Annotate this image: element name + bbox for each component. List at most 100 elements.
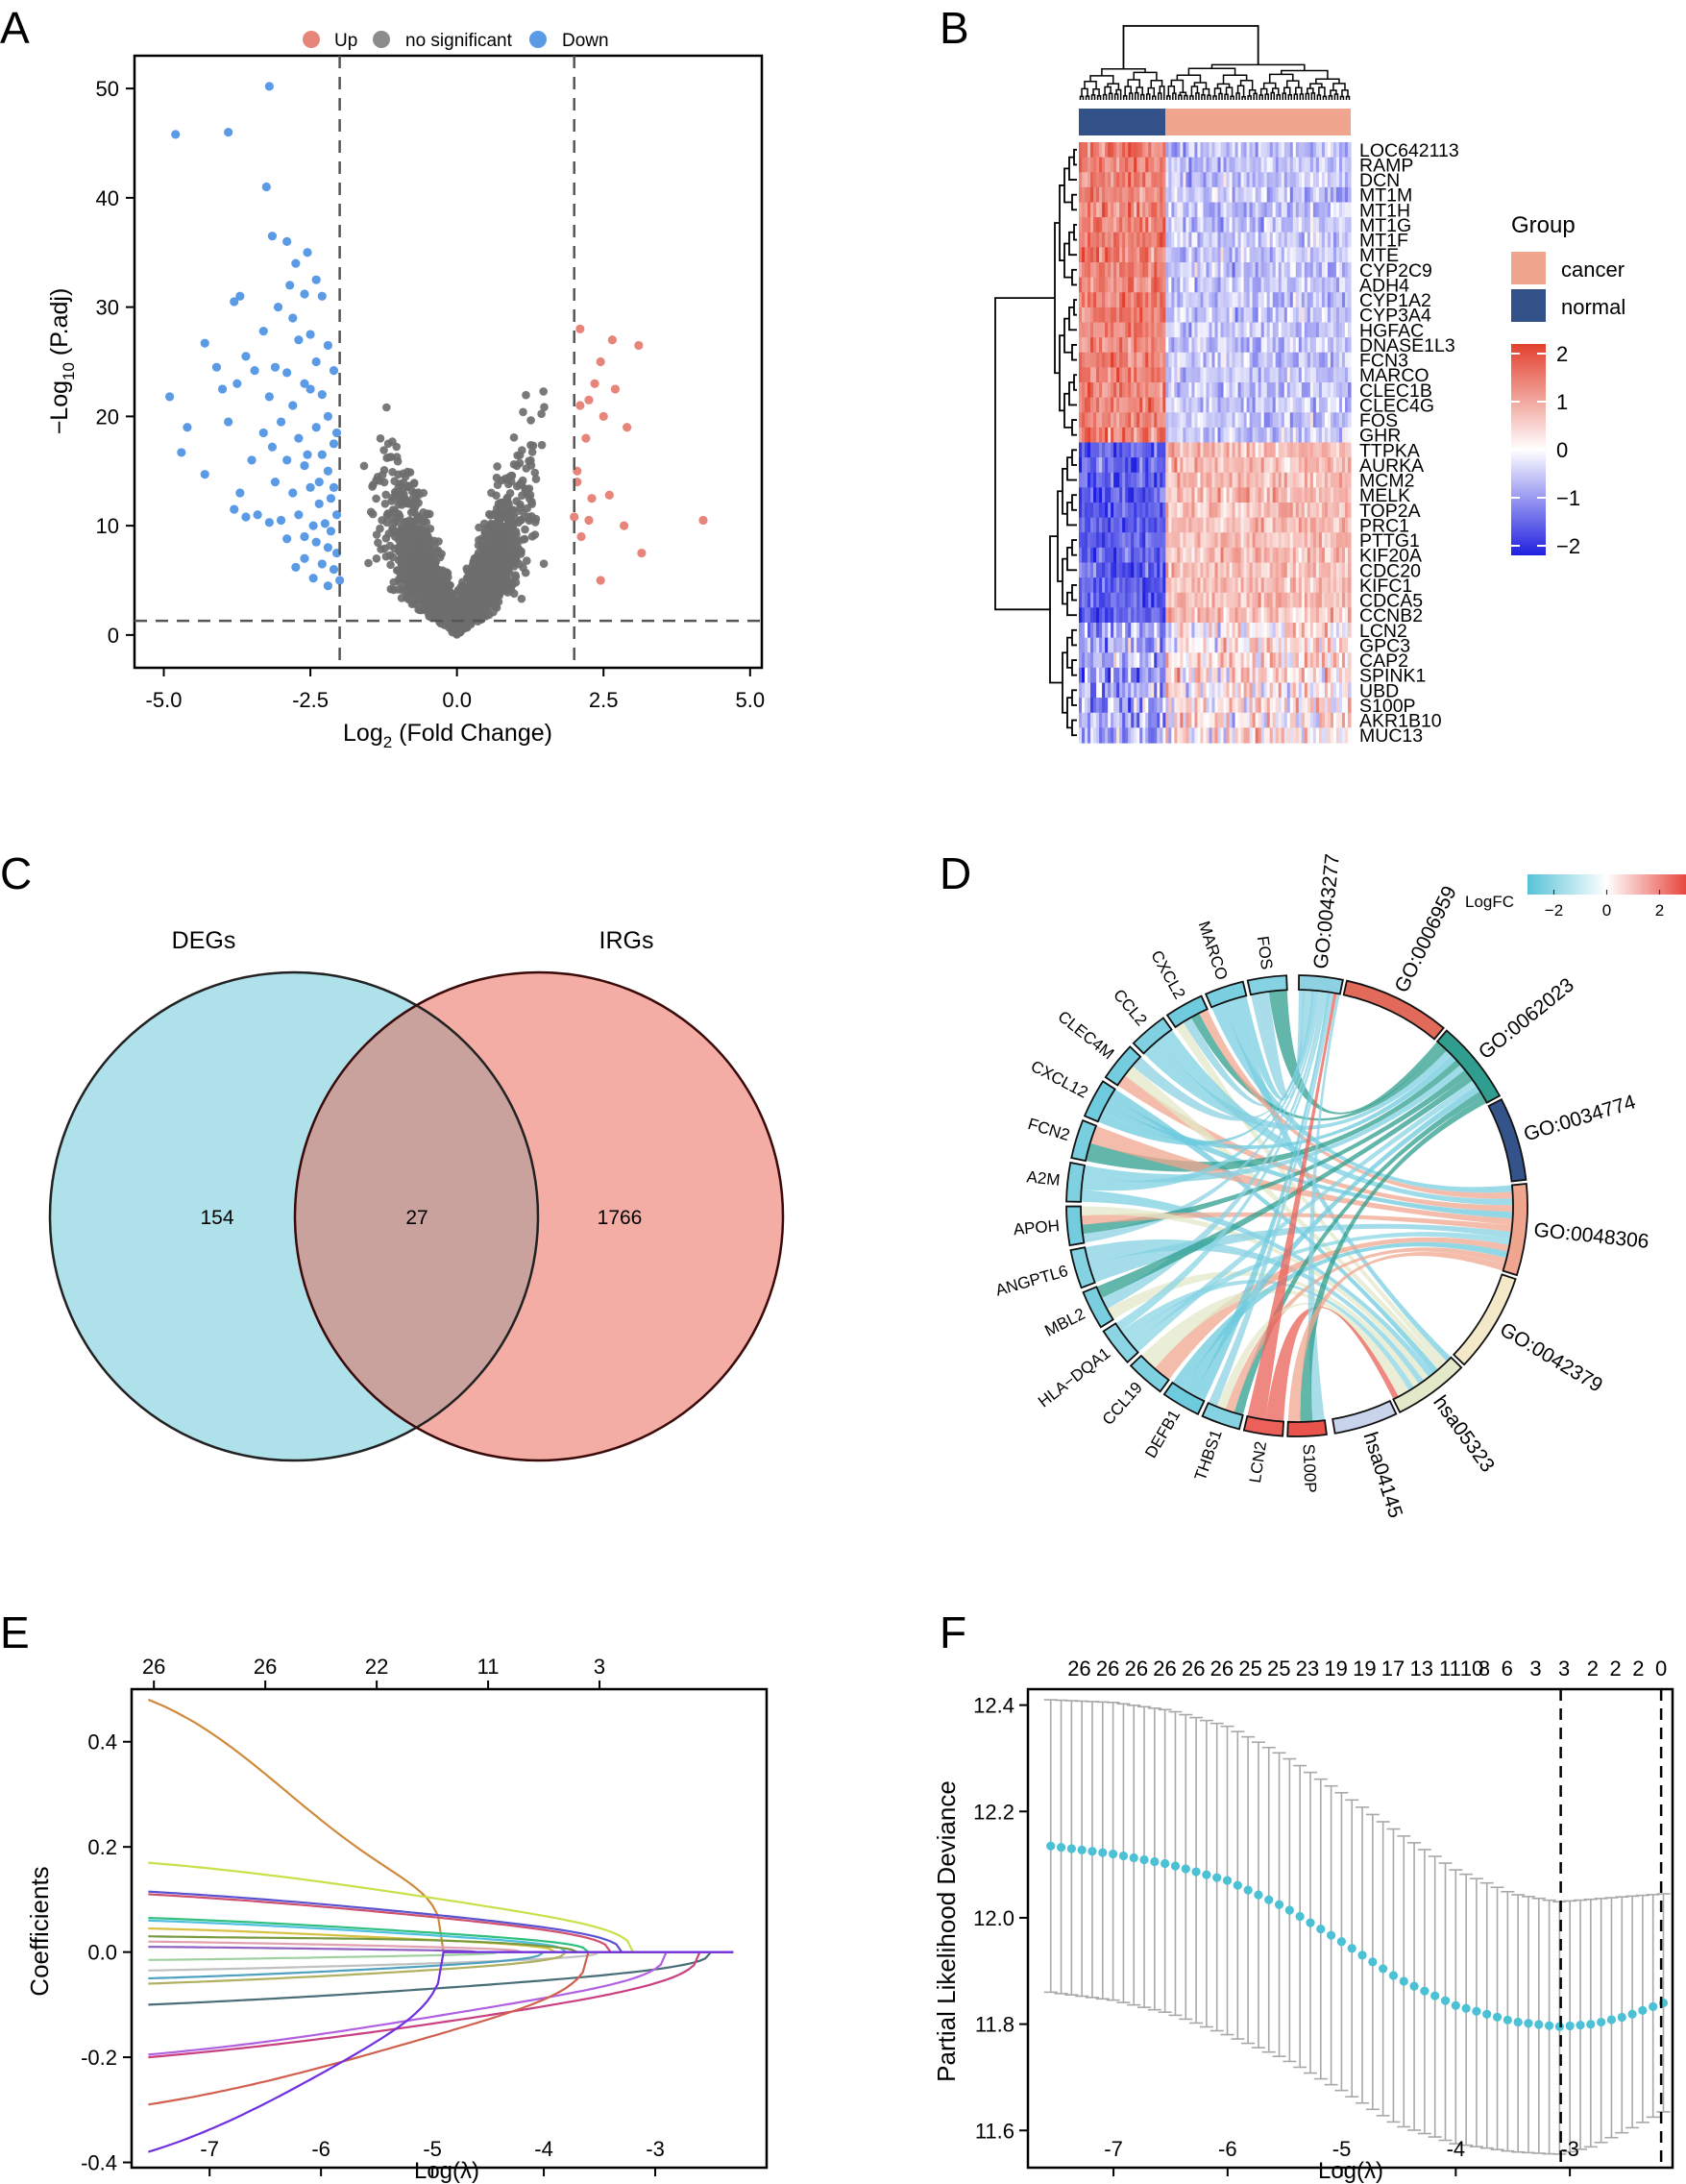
- nonsig-point: [530, 530, 540, 539]
- down-point: [323, 411, 332, 421]
- down-point: [200, 470, 209, 479]
- nonsig-point: [408, 573, 418, 582]
- heatmap-panel: LOC642113RAMPDCNMT1MMT1HMT1GMT1FMTECYP2C…: [994, 25, 1625, 747]
- heatmap-cell: [1347, 172, 1352, 188]
- nonsig-point: [364, 558, 373, 568]
- nonsig-point: [503, 498, 512, 506]
- nonsig-point: [477, 544, 486, 552]
- down-point: [270, 362, 281, 372]
- dendrogram-branch: [1333, 93, 1339, 100]
- up-point: [619, 521, 629, 530]
- down-point: [329, 366, 339, 376]
- legend-up-label: Up: [334, 31, 357, 51]
- up-point: [575, 324, 585, 333]
- nonsig-point: [386, 560, 395, 570]
- down-point: [303, 450, 312, 459]
- down-point: [334, 576, 345, 585]
- heatmap-cell: [1347, 186, 1352, 204]
- dendrogram-branch: [1268, 73, 1294, 84]
- dendrogram-branch: [1341, 89, 1349, 97]
- down-point: [276, 515, 286, 526]
- nonsig-point: [492, 473, 501, 482]
- heatmap-cell: [1347, 247, 1352, 263]
- nonsig-point: [382, 518, 392, 528]
- y-tick-label: 10: [96, 514, 119, 538]
- volcano-axes-frame: [133, 54, 764, 670]
- down-point: [241, 352, 251, 361]
- dendrogram-branch: [1079, 95, 1085, 100]
- dendrogram-branch: [1264, 93, 1269, 100]
- down-point: [317, 559, 327, 569]
- heatmap-cell: [1347, 397, 1352, 413]
- down-point: [211, 362, 222, 372]
- dendrogram-branch: [1152, 95, 1157, 100]
- volcano-x-label: Log2 (Fold Change): [343, 720, 552, 751]
- heatmap-cell: [1347, 427, 1352, 444]
- nonsig-point: [392, 453, 402, 461]
- down-point: [241, 512, 251, 522]
- down-point: [291, 562, 301, 572]
- down-point: [323, 340, 332, 351]
- up-point: [584, 395, 594, 405]
- dendrogram-branch: [1201, 93, 1206, 100]
- dendrogram-branch: [1146, 93, 1151, 100]
- dendrogram-branch: [1187, 67, 1236, 76]
- legend-up-swatch: [303, 31, 320, 48]
- nonsig-point: [372, 494, 380, 503]
- nonsig-point: [486, 534, 495, 544]
- nonsig-point: [490, 551, 499, 559]
- nonsig-point: [447, 593, 456, 602]
- nonsig-point: [383, 509, 392, 519]
- down-point: [273, 303, 283, 312]
- up-point: [623, 423, 632, 432]
- nonsig-point: [482, 584, 491, 593]
- heatmap-cell: [1347, 442, 1352, 458]
- up-point: [607, 335, 617, 345]
- x-tick-label: -5.0: [146, 688, 183, 712]
- up-point: [604, 490, 614, 500]
- down-point: [267, 232, 278, 241]
- dendrogram-branch: [1270, 91, 1275, 100]
- nonsig-point: [381, 490, 391, 500]
- down-point: [305, 482, 315, 492]
- nonsig-point: [509, 433, 519, 442]
- dendrogram-branch: [994, 297, 1055, 611]
- down-point: [294, 433, 304, 443]
- heatmap-cell: [1347, 292, 1352, 308]
- down-point: [270, 478, 281, 487]
- dendrogram-branch: [1305, 92, 1310, 100]
- down-point: [317, 390, 327, 400]
- nonsig-point: [523, 556, 531, 565]
- nonsig-point: [525, 484, 534, 493]
- up-point: [637, 548, 647, 558]
- nonsig-point: [399, 562, 407, 572]
- down-point: [235, 488, 245, 498]
- y-tick-label: 0: [108, 624, 119, 648]
- dendrogram-branch: [1159, 86, 1165, 100]
- down-point: [320, 519, 330, 528]
- panel-letter-f: F: [940, 1607, 966, 1657]
- dendrogram-branch: [1139, 93, 1145, 100]
- down-point: [253, 510, 262, 520]
- down-point: [230, 504, 239, 514]
- down-point: [303, 248, 312, 258]
- dendrogram-branch: [1299, 93, 1305, 100]
- down-point: [288, 401, 298, 410]
- nonsig-point: [407, 600, 417, 608]
- nonsig-point: [520, 534, 529, 544]
- dendrogram-branch: [1073, 374, 1077, 391]
- nonsig-point: [531, 475, 541, 483]
- nonsig-point: [540, 403, 549, 412]
- nonsig-point: [494, 542, 502, 552]
- nonsig-point: [359, 461, 369, 471]
- nonsig-point: [502, 526, 512, 535]
- dendrogram-branch: [1084, 81, 1097, 89]
- volcano-legend: Up no significant Down: [303, 31, 609, 51]
- heatmap-cell: [1347, 202, 1352, 218]
- nonsig-point: [407, 591, 417, 600]
- down-point: [247, 455, 257, 465]
- down-point: [177, 448, 186, 457]
- down-point: [323, 466, 332, 476]
- heatmap-cell: [1347, 142, 1352, 159]
